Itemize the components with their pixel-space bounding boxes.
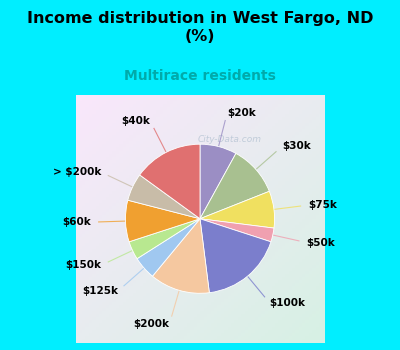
Wedge shape <box>140 144 200 219</box>
Wedge shape <box>128 175 200 219</box>
Text: $50k: $50k <box>307 238 336 247</box>
Text: Multirace residents: Multirace residents <box>124 69 276 83</box>
Wedge shape <box>129 219 200 259</box>
Wedge shape <box>200 144 236 219</box>
Text: $100k: $100k <box>270 298 306 308</box>
Wedge shape <box>200 219 274 242</box>
Text: $125k: $125k <box>82 286 118 296</box>
Wedge shape <box>200 153 269 219</box>
Text: Income distribution in West Fargo, ND
(%): Income distribution in West Fargo, ND (%… <box>27 11 373 44</box>
Text: $200k: $200k <box>134 319 170 329</box>
Wedge shape <box>200 191 274 228</box>
Text: $30k: $30k <box>282 141 311 152</box>
Text: $40k: $40k <box>122 116 150 126</box>
Text: > $200k: > $200k <box>53 167 101 177</box>
Text: $20k: $20k <box>227 108 256 118</box>
Text: $75k: $75k <box>308 200 337 210</box>
Wedge shape <box>152 219 209 293</box>
Text: $150k: $150k <box>65 260 101 270</box>
Text: City-Data.com: City-Data.com <box>198 135 262 144</box>
Wedge shape <box>126 200 200 242</box>
Wedge shape <box>200 219 271 293</box>
Wedge shape <box>137 219 200 276</box>
Text: $60k: $60k <box>62 217 91 227</box>
